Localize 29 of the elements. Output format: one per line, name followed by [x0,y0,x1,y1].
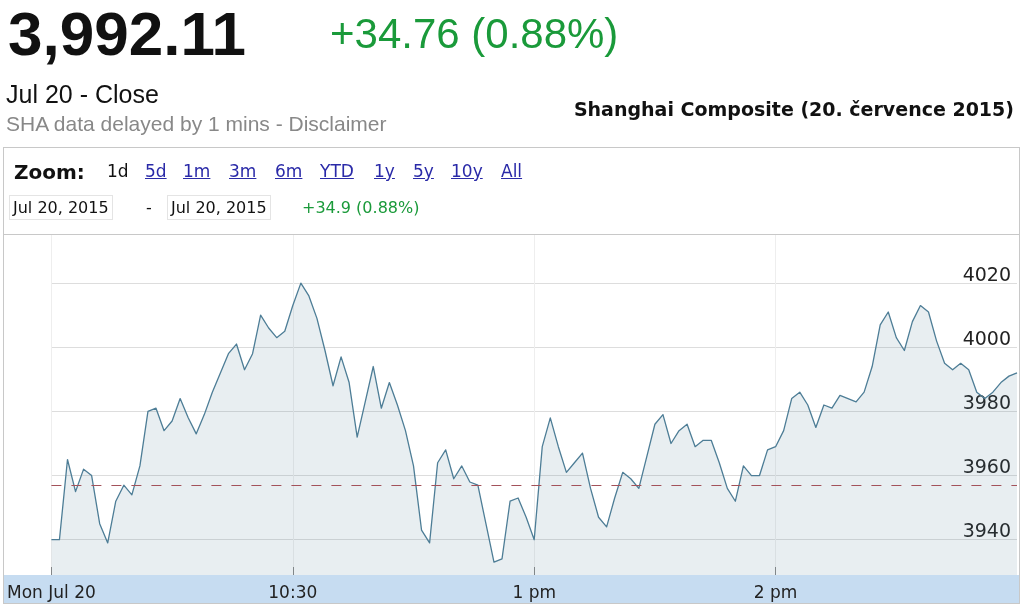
text: - [146,198,152,217]
text: 3,992.11 [8,0,246,69]
x-tick-label: 2 pm [753,581,798,602]
x-tick-label: Mon Jul 20 [7,581,96,602]
text: 3m [229,161,257,181]
text: 5d [145,161,167,181]
y-tick-label: 3960 [962,455,1011,478]
y-tick-label: 3980 [962,390,1011,413]
text: YTD [320,161,354,181]
text: Jul 20 - Close [6,80,159,109]
text: 6m [275,161,303,181]
text: Zoom: [14,160,85,184]
text: 1m [183,161,211,181]
text: SHA data delayed by 1 mins - Disclaimer [6,112,387,136]
text: 1d [107,161,129,181]
chart-title: Shanghai Composite (20. července 2015) [573,98,1014,120]
text: 5y [413,161,434,181]
y-tick-label: 3940 [962,519,1011,542]
text: Jul 20, 2015 [9,195,113,220]
y-tick-label: 4000 [962,326,1011,349]
y-tick-label: 4020 [962,262,1011,285]
text: Jul 20, 2015 [167,195,271,220]
x-tick-label: 10:30 [268,581,318,602]
text: +34.76 (0.88%) [330,10,619,58]
text: 10y [451,161,483,181]
text: All [501,161,523,181]
x-tick-label: 1 pm [512,581,556,602]
text: 1y [374,161,395,181]
text: +34.9 (0.88%) [302,198,420,217]
